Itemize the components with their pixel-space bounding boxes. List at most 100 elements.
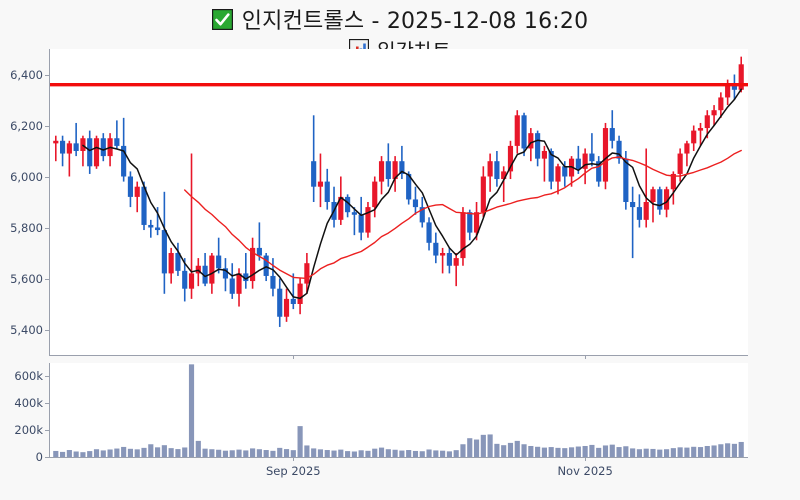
volume-bar[interactable] [73, 451, 79, 457]
candlestick[interactable] [161, 191, 167, 294]
volume-bar[interactable] [406, 450, 412, 457]
volume-bar[interactable] [507, 442, 514, 457]
volume-bar[interactable] [670, 448, 676, 457]
volume-bar[interactable] [114, 448, 120, 457]
volume-bar[interactable] [345, 451, 351, 457]
volume-bar[interactable] [392, 449, 398, 457]
candlestick[interactable] [528, 128, 534, 162]
candlestick[interactable] [657, 186, 663, 215]
candlestick[interactable] [718, 92, 724, 118]
candlestick[interactable] [229, 263, 235, 299]
candlestick[interactable] [419, 196, 425, 228]
candlestick[interactable] [480, 166, 486, 218]
candlestick[interactable] [446, 247, 452, 274]
candlestick[interactable] [277, 278, 283, 327]
volume-bar[interactable] [229, 450, 235, 457]
candlestick[interactable] [378, 156, 385, 195]
volume-bar[interactable] [53, 450, 59, 457]
volume-bar[interactable] [358, 450, 364, 457]
candlestick[interactable] [121, 117, 127, 182]
volume-bar[interactable] [216, 449, 222, 457]
volume-bar[interactable] [691, 446, 697, 457]
volume-bar[interactable] [256, 449, 262, 457]
volume-bar[interactable] [731, 443, 738, 457]
volume-bar[interactable] [433, 450, 439, 457]
volume-bar[interactable] [596, 447, 602, 457]
volume-bar[interactable] [175, 449, 181, 457]
candlestick[interactable] [297, 278, 303, 315]
candlestick[interactable] [202, 253, 208, 287]
candlestick[interactable] [562, 161, 568, 187]
volume-bar[interactable] [480, 434, 486, 457]
candlestick[interactable] [731, 74, 738, 101]
candlestick[interactable] [148, 219, 154, 238]
volume-bar[interactable] [711, 445, 717, 457]
candlestick[interactable] [521, 112, 527, 157]
volume-bar[interactable] [270, 450, 276, 457]
candlestick[interactable] [59, 135, 66, 167]
candlestick[interactable] [507, 140, 514, 180]
volume-bar[interactable] [738, 441, 744, 457]
candlestick[interactable] [487, 153, 493, 192]
candlestick[interactable] [87, 130, 93, 174]
volume-bar[interactable] [602, 445, 609, 457]
volume-bar[interactable] [548, 447, 554, 457]
volume-bar[interactable] [168, 448, 174, 457]
volume-bar[interactable] [650, 448, 656, 457]
candlestick[interactable] [80, 135, 86, 167]
volume-bar[interactable] [188, 364, 195, 457]
candlestick[interactable] [100, 133, 106, 162]
candlestick[interactable] [114, 120, 120, 149]
candlestick[interactable] [623, 151, 629, 210]
candlestick[interactable] [351, 207, 357, 236]
candlestick[interactable] [53, 135, 59, 162]
candlestick[interactable] [636, 194, 642, 228]
volume-bar[interactable] [419, 451, 425, 457]
candlestick[interactable] [168, 247, 174, 284]
volume-bar[interactable] [290, 450, 296, 457]
volume-chart-panel[interactable] [49, 363, 748, 457]
volume-bar[interactable] [100, 450, 106, 457]
candlestick[interactable] [555, 163, 561, 195]
volume-bar[interactable] [148, 444, 154, 457]
volume-bar[interactable] [718, 444, 724, 457]
volume-bar[interactable] [59, 451, 66, 457]
volume-bar[interactable] [609, 444, 615, 457]
candlestick[interactable] [222, 258, 229, 292]
volume-bar[interactable] [575, 446, 581, 457]
volume-bar[interactable] [250, 448, 256, 457]
candlestick[interactable] [311, 115, 317, 202]
volume-bar[interactable] [134, 449, 140, 457]
candlestick[interactable] [630, 186, 636, 259]
volume-bar[interactable] [351, 451, 357, 457]
volume-bar[interactable] [202, 448, 208, 457]
candlestick[interactable] [535, 130, 541, 167]
volume-bar[interactable] [93, 449, 100, 457]
volume-bar[interactable] [141, 447, 147, 457]
volume-bar[interactable] [331, 450, 337, 457]
candlestick[interactable] [216, 237, 222, 274]
candlestick[interactable] [141, 181, 147, 231]
volume-bar[interactable] [460, 444, 466, 457]
volume-bar[interactable] [372, 448, 378, 457]
candlestick[interactable] [270, 258, 276, 297]
volume-bar[interactable] [399, 450, 405, 457]
volume-bar[interactable] [121, 446, 127, 457]
candlestick[interactable] [426, 217, 432, 251]
volume-bar[interactable] [338, 449, 344, 457]
volume-bar[interactable] [161, 445, 167, 457]
volume-bar[interactable] [521, 444, 527, 457]
volume-bar[interactable] [494, 443, 500, 457]
candlestick[interactable] [338, 176, 344, 225]
volume-bar[interactable] [582, 445, 588, 457]
volume-bar[interactable] [385, 449, 391, 457]
volume-bar[interactable] [636, 449, 642, 457]
candlestick[interactable] [541, 145, 547, 182]
volume-bar[interactable] [643, 448, 649, 457]
volume-bar[interactable] [107, 449, 113, 457]
candlestick[interactable] [711, 105, 717, 126]
volume-bar[interactable] [467, 438, 473, 457]
volume-bar[interactable] [283, 449, 290, 457]
candlestick[interactable] [392, 156, 398, 192]
